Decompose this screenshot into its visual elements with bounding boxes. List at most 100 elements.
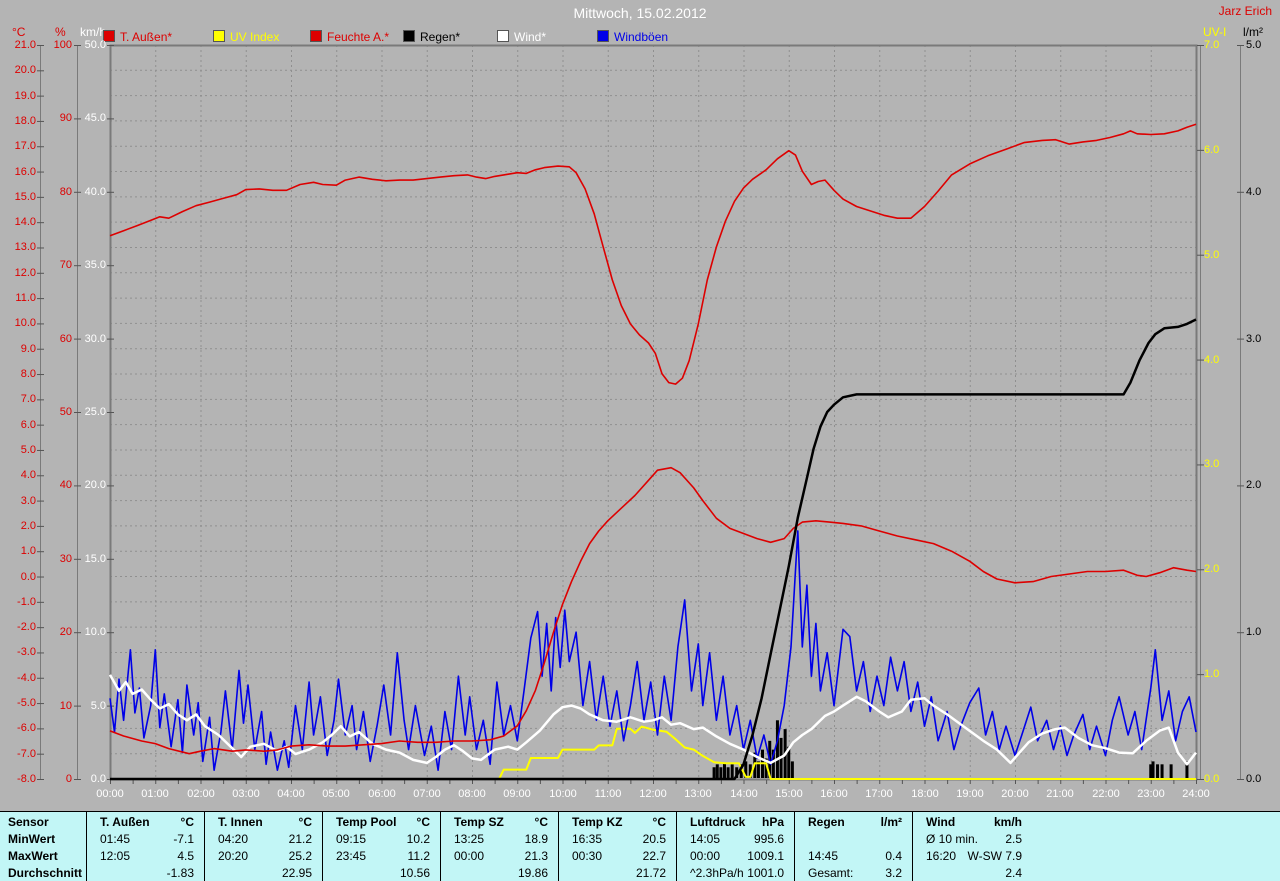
legend-swatch-humidity-icon [310,30,322,42]
y-tick-label-temp: -3.0 [17,646,36,658]
y-tick-label-lm2: 2.0 [1246,479,1262,491]
axis-unit-humidity: % [55,25,66,39]
rain-rate-bar [744,761,748,778]
y-tick-label-lm2: 3.0 [1246,333,1262,345]
table-col-unit: °C [534,815,548,829]
legend-swatch-wind-icon [497,30,509,42]
legend-item-wind: Wind* [497,30,546,44]
table-cell-time: 14:45 [808,849,839,863]
table-cell-value: 21.2 [288,832,312,846]
y-tick-label-lm2: 0.0 [1246,773,1262,785]
x-tick-label: 20:00 [1001,788,1029,800]
table-col-unit: hPa [761,815,784,829]
y-tick-label-uv: 4.0 [1204,354,1220,366]
y-tick-label-temp: 21.0 [14,39,36,51]
x-tick-label: 21:00 [1046,788,1074,800]
rain-rate-bar [735,767,739,778]
table-cell-time: Ø 10 min. [926,832,979,846]
y-tick-label-kmh: 30.0 [84,333,106,345]
x-tick-label: 24:00 [1182,788,1210,800]
series-regen-kumuliert [110,318,1197,781]
table-cell-time: 01:45 [100,832,131,846]
x-tick-label: 23:00 [1137,788,1165,800]
x-tick-label: 09:00 [503,788,531,800]
table-cell-value: 2.5 [1005,832,1022,846]
table-cell-value: 0.4 [885,849,902,863]
y-tick-label-temp: -1.0 [17,596,36,608]
y-tick-label-temp: 15.0 [14,191,36,203]
y-tick-label-temp: 13.0 [14,241,36,253]
table-separator [558,812,559,881]
x-tick-label: 03:00 [232,788,260,800]
rain-rate-bar [748,764,752,778]
y-tick-label-kmh: 50.0 [84,39,106,51]
y-tick-label-temp: 9.0 [20,343,36,355]
axis-unit-temp: °C [12,25,26,39]
y-tick-label-temp: 0.0 [20,571,36,583]
table-cell-value: 4.5 [177,849,194,863]
y-tick-label-pct: 60 [59,333,72,345]
table-cell-value: -7.1 [173,832,194,846]
y-tick-label-temp: 14.0 [14,216,36,228]
table-cell-value: 21.3 [524,849,548,863]
y-tick-label-pct: 80 [59,186,72,198]
rain-rate-bar [719,767,723,778]
y-tick-label-temp: 10.0 [14,317,36,329]
y-tick-label-temp: 12.0 [14,267,36,279]
legend-item-humidity: Feuchte A.* [310,30,389,44]
station-owner-label: Jarz Erich [1218,4,1272,18]
y-tick-label-lm2: 4.0 [1246,186,1262,198]
y-tick-label-pct: 10 [59,700,72,712]
x-tick-label: 04:00 [277,788,305,800]
table-cell-time: 16:20 [926,849,957,863]
table-cell-time: 00:00 [454,849,485,863]
y-tick-label-kmh: 45.0 [84,112,106,124]
table-cell-time: 14:05 [690,832,721,846]
rain-rate-bar [775,720,779,778]
x-tick-label: 07:00 [413,788,441,800]
table-col-name: Wind [926,815,956,829]
rain-rate-bar [1156,764,1160,778]
table-col-unit: l/m² [880,815,902,829]
table-cell-time: 04:20 [218,832,249,846]
y-tick-label-temp: -2.0 [17,621,36,633]
y-tick-label-temp: -5.0 [17,697,36,709]
y-tick-label-kmh: 5.0 [90,700,106,712]
legend-item-uv: UV Index [213,30,279,44]
table-col-unit: km/h [993,815,1022,829]
y-tick-label-pct: 40 [59,479,72,491]
y-tick-label-temp: 8.0 [20,368,36,380]
y-tick-label-temp: -4.0 [17,672,36,684]
table-cell-time: 20:20 [218,849,249,863]
table-cell-time: 13:25 [454,832,485,846]
y-tick-label-uv: 7.0 [1204,39,1220,51]
x-tick-label: 02:00 [187,788,215,800]
table-cell-time: 16:35 [572,832,603,846]
x-tick-label: 15:00 [775,788,803,800]
table-separator [86,812,87,881]
y-tick-label-uv: 2.0 [1204,563,1220,575]
y-tick-label-temp: 19.0 [14,90,36,102]
table-col-name: T. Außen [100,815,150,829]
y-tick-label-temp: 18.0 [14,115,36,127]
table-cell-value: -1.83 [166,866,194,880]
table-cell-value: 3.2 [885,866,902,880]
y-tick-label-kmh: 20.0 [84,479,106,491]
table-separator [794,812,795,881]
table-col-name: Regen [808,815,845,829]
table-cell-value: 10.2 [406,832,430,846]
table-col-unit: °C [180,815,194,829]
legend-swatch-uv-icon [213,30,225,42]
rain-rate-bar [712,767,716,778]
table-separator [322,812,323,881]
y-tick-label-temp: 3.0 [20,495,36,507]
x-tick-label: 10:00 [549,788,577,800]
rain-rate-bar [1169,764,1173,778]
y-tick-label-pct: 0 [65,773,72,785]
page-title: Mittwoch, 15.02.2012 [573,5,707,21]
table-cell-time: 23:45 [336,849,367,863]
table-separator [204,812,205,881]
y-tick-label-pct: 70 [59,259,72,271]
